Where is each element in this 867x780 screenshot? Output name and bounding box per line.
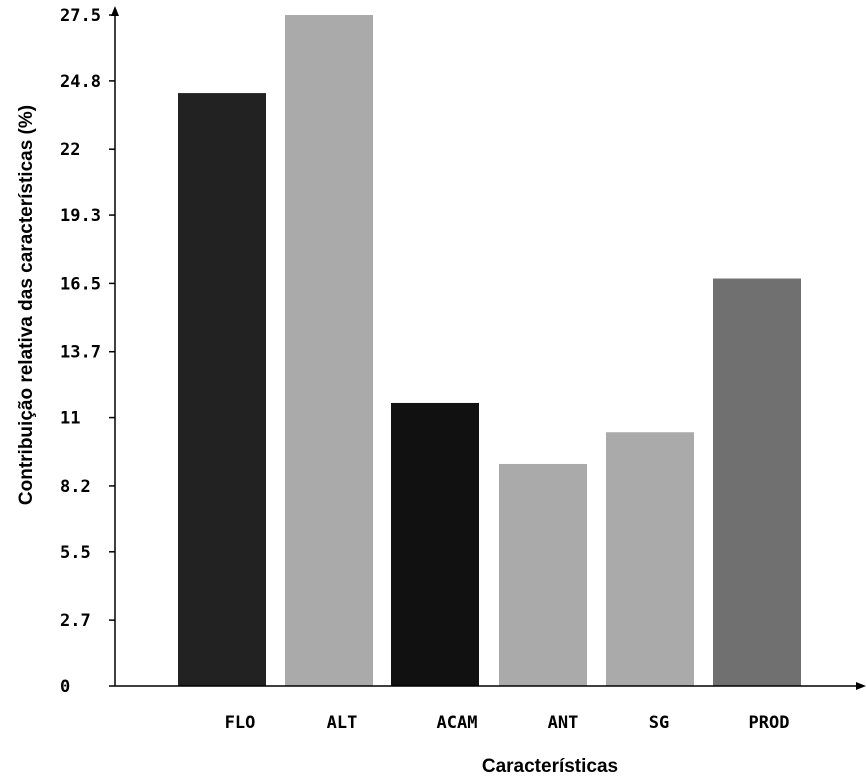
bars-group: [178, 15, 801, 686]
x-tick-label-acam: ACAM: [437, 713, 478, 733]
y-tick-label: 13.7: [60, 343, 101, 363]
y-tick-label: 27.5: [60, 6, 101, 26]
y-ticks-group: 0 2.7 5.5 8.2 11 13.7 16.5 19.3 22 24.8 27.5: [60, 6, 115, 697]
bar-acam: [391, 402, 479, 686]
bar-alt: [285, 15, 373, 686]
bar-prod: [713, 278, 801, 686]
y-axis-title: Contribuição relativa das característica…: [16, 105, 37, 505]
y-tick-label: 2.7: [60, 611, 91, 631]
y-tick-label: 5.5: [60, 543, 91, 563]
x-tick-label-ant: ANT: [548, 713, 579, 733]
x-tick-label-alt: ALT: [327, 713, 358, 733]
x-axis-title: Características: [482, 756, 618, 777]
axes-group: [111, 6, 866, 690]
y-tick-label: 19.3: [60, 206, 101, 226]
y-tick-label: 0: [60, 677, 70, 697]
y-axis-arrow: [111, 6, 119, 16]
bar-ant: [499, 463, 587, 686]
bar-flo: [178, 93, 266, 686]
y-tick-label: 24.8: [60, 72, 101, 92]
x-labels-group: FLO ALT ACAM ANT SG PROD: [225, 713, 790, 733]
y-tick-label: 16.5: [60, 274, 101, 294]
y-tick-label: 22: [60, 140, 80, 160]
x-axis-arrow: [856, 682, 866, 690]
x-tick-label-prod: PROD: [749, 713, 790, 733]
x-tick-label-sg: SG: [649, 713, 669, 733]
y-tick-label: 11: [60, 409, 80, 429]
y-tick-label: 8.2: [60, 477, 91, 497]
bar-sg: [606, 432, 694, 686]
x-tick-label-flo: FLO: [225, 713, 256, 733]
